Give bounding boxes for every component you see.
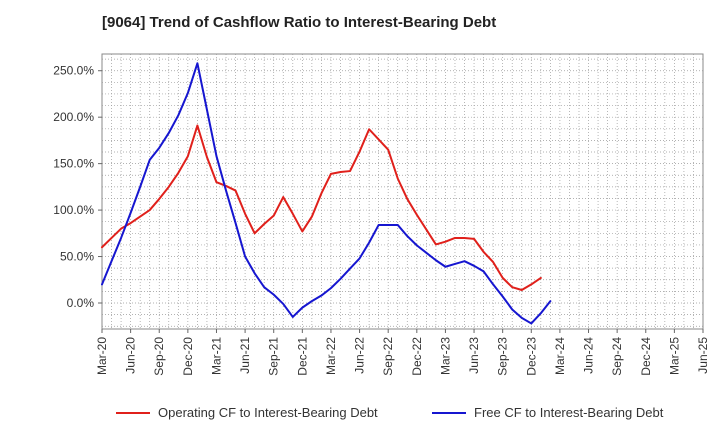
y-tick-label: 200.0%	[53, 110, 94, 124]
x-tick-label: Mar-24	[553, 337, 567, 375]
x-tick-label: Dec-24	[639, 337, 653, 376]
x-tick-label: Jun-24	[582, 337, 596, 374]
x-tick-label: Jun-25	[696, 337, 710, 374]
plot-area	[101, 53, 704, 330]
x-tick-label: Dec-22	[410, 337, 424, 376]
x-tick-label: Sep-21	[267, 337, 281, 376]
x-tick-label: Sep-24	[610, 337, 624, 376]
x-tick-label: Sep-20	[152, 337, 166, 376]
legend-label-operating-cf: Operating CF to Interest-Bearing Debt	[158, 405, 378, 420]
series-layer	[101, 62, 552, 325]
x-tick-label: Mar-25	[667, 337, 681, 375]
legend-label-free-cf: Free CF to Interest-Bearing Debt	[474, 405, 664, 420]
x-axis-ticks: Mar-20 Jun-20 Sep-20 Dec-20 Mar-21 Jun-21 Sep-…	[95, 329, 710, 376]
y-tick-label: 50.0%	[60, 250, 94, 264]
x-tick-label: Dec-20	[181, 337, 195, 376]
chart-title: [9064] Trend of Cashflow Ratio to Intere…	[102, 14, 497, 31]
legend-swatch-free-cf	[432, 411, 466, 414]
y-tick-label: 0.0%	[67, 296, 95, 310]
x-tick-label: Jun-22	[353, 337, 367, 374]
x-tick-label: Mar-21	[209, 337, 223, 375]
legend-item-free-cf: Free CF to Interest-Bearing Debt	[432, 405, 663, 420]
series-line-free-cf	[101, 62, 552, 325]
legend-item-operating-cf: Operating CF to Interest-Bearing Debt	[116, 405, 378, 420]
x-tick-label: Mar-20	[95, 337, 109, 375]
x-tick-label: Jun-21	[238, 337, 252, 374]
x-tick-label: Jun-23	[467, 337, 481, 374]
x-tick-label: Sep-23	[496, 337, 510, 376]
x-tick-label: Sep-22	[381, 337, 395, 376]
x-tick-label: Dec-21	[295, 337, 309, 376]
grid-layer	[102, 54, 703, 329]
y-tick-label: 250.0%	[53, 64, 94, 78]
series-line-operating-cf	[101, 124, 542, 291]
x-tick-label: Mar-22	[324, 337, 338, 375]
x-tick-label: Jun-20	[124, 337, 138, 374]
y-tick-label: 150.0%	[53, 157, 94, 171]
y-axis-ticks: 0.0% 50.0% 100.0% 150.0% 200.0% 250.0%	[53, 64, 102, 310]
legend-swatch-operating-cf	[116, 411, 150, 414]
x-tick-label: Dec-23	[524, 337, 538, 376]
legend: Operating CF to Interest-Bearing Debt Fr…	[0, 405, 720, 427]
y-tick-label: 100.0%	[53, 203, 94, 217]
x-tick-label: Mar-23	[438, 337, 452, 375]
